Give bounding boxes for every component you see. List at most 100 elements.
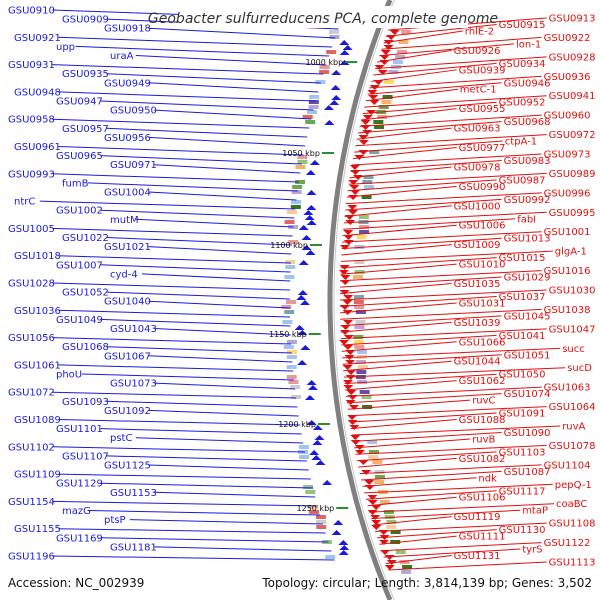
left-label-connector <box>100 155 302 165</box>
right-gene-label: GSU0977 <box>459 143 506 154</box>
left-gene-label: GSU1169 <box>56 533 103 544</box>
right-gene-label: pepQ-1 <box>555 480 592 491</box>
left-gene-label: GSU0961 <box>14 142 61 153</box>
forward-gene-arrow <box>324 120 335 125</box>
cog-feature-block <box>286 210 297 214</box>
forward-gene-arrow <box>300 345 311 350</box>
right-gene-label: GSU1131 <box>454 551 501 562</box>
right-label-connector <box>340 328 547 340</box>
cog-feature-block <box>395 550 406 554</box>
right-label-connector <box>367 496 457 507</box>
reverse-gene-arrow <box>370 515 381 520</box>
cog-feature-block <box>291 200 302 204</box>
left-label-connector <box>154 164 301 174</box>
left-gene-label: GSU1002 <box>56 206 103 217</box>
right-gene-label: GSU0934 <box>499 59 546 70</box>
left-gene-label: ptsP <box>104 515 126 526</box>
reverse-gene-arrow <box>361 470 372 475</box>
left-gene-label: GSU1109 <box>14 470 61 481</box>
reverse-gene-arrow <box>343 335 354 340</box>
right-label-connector <box>359 114 542 127</box>
right-label-connector <box>346 185 457 198</box>
cog-feature-block <box>359 390 370 394</box>
cog-feature-block <box>329 35 340 39</box>
reverse-gene-arrow <box>378 540 389 545</box>
reverse-gene-arrow <box>369 100 380 105</box>
reverse-gene-arrow <box>340 325 351 330</box>
cog-feature-block <box>354 260 365 264</box>
right-label-connector <box>343 218 516 230</box>
forward-gene-arrow <box>311 455 322 460</box>
cog-feature-block <box>352 275 363 279</box>
right-label-connector <box>364 95 547 108</box>
right-gene-label: GSU0978 <box>454 162 501 173</box>
right-label-connector <box>350 419 457 430</box>
left-gene-label: GSU0909 <box>62 15 109 26</box>
right-label-connector <box>341 237 502 250</box>
cog-feature-block <box>399 560 410 564</box>
forward-gene-arrow <box>331 70 342 75</box>
forward-gene-arrow <box>338 550 349 555</box>
cog-feature-block <box>379 500 390 504</box>
left-label-connector <box>58 255 291 264</box>
right-gene-label: GSU0928 <box>549 52 596 63</box>
left-label-connector <box>58 91 316 102</box>
left-label-connector <box>154 328 291 336</box>
forward-gene-arrow <box>301 235 312 240</box>
right-label-connector <box>339 289 547 301</box>
left-label-connector <box>106 400 298 408</box>
cog-feature-block <box>284 220 295 224</box>
left-gene-label: GSU1089 <box>14 415 61 426</box>
forward-gene-arrow <box>305 250 316 255</box>
reverse-gene-arrow <box>343 240 354 245</box>
cog-feature-block <box>281 305 292 309</box>
reverse-gene-arrow <box>371 525 382 530</box>
forward-gene-arrow <box>306 420 317 425</box>
forward-gene-arrow <box>309 160 320 165</box>
forward-gene-arrow <box>300 300 311 305</box>
right-label-connector <box>345 380 457 391</box>
right-gene-label: metC-1 <box>460 85 497 96</box>
reverse-gene-arrow <box>350 435 361 440</box>
feature-tracks <box>281 30 413 574</box>
reverse-gene-arrow <box>340 275 351 280</box>
right-gene-label: GSU0941 <box>549 91 596 102</box>
left-gene-label: GSU1153 <box>110 488 157 499</box>
right-gene-label: GSU1063 <box>544 383 591 394</box>
right-gene-label: GSU1009 <box>454 240 501 251</box>
left-gene-label: GSU0956 <box>104 133 151 144</box>
right-label-connector <box>340 276 502 288</box>
right-label-connector <box>340 257 497 269</box>
kbp-label: 1150 kbp <box>269 330 307 339</box>
left-label-connector <box>148 409 299 417</box>
right-label-connector <box>355 444 547 455</box>
left-label-connector <box>148 82 319 93</box>
right-label-connector <box>352 147 457 160</box>
reverse-gene-arrow <box>367 510 378 515</box>
cog-feature-block <box>383 510 394 514</box>
reverse-gene-arrow <box>343 235 354 240</box>
cog-feature-block <box>378 105 389 109</box>
cog-feature-block <box>305 490 316 494</box>
right-gene-label: GSU1106 <box>459 493 506 504</box>
left-gene-label: GSU1125 <box>104 461 151 472</box>
cog-feature-block <box>390 540 401 544</box>
right-gene-label: GSU1117 <box>499 486 546 497</box>
right-label-connector <box>379 43 515 57</box>
right-label-connector <box>342 231 542 243</box>
right-gene-label: GSU1113 <box>549 558 596 569</box>
left-label-connector <box>100 264 291 273</box>
cog-feature-block <box>362 180 373 184</box>
cog-feature-block <box>353 335 364 339</box>
right-label-connector <box>344 373 497 385</box>
left-label-connector <box>106 73 321 84</box>
cog-feature-block <box>353 340 364 344</box>
cog-feature-block <box>308 105 319 109</box>
left-gene-label: GSU0918 <box>104 24 151 35</box>
left-label-connector <box>58 473 311 480</box>
right-label-connector <box>351 425 561 436</box>
left-label-connector <box>100 482 314 489</box>
left-gene-label: GSU1021 <box>104 242 151 253</box>
right-gene-label: GSU1001 <box>544 227 591 238</box>
cog-feature-block <box>290 205 301 209</box>
